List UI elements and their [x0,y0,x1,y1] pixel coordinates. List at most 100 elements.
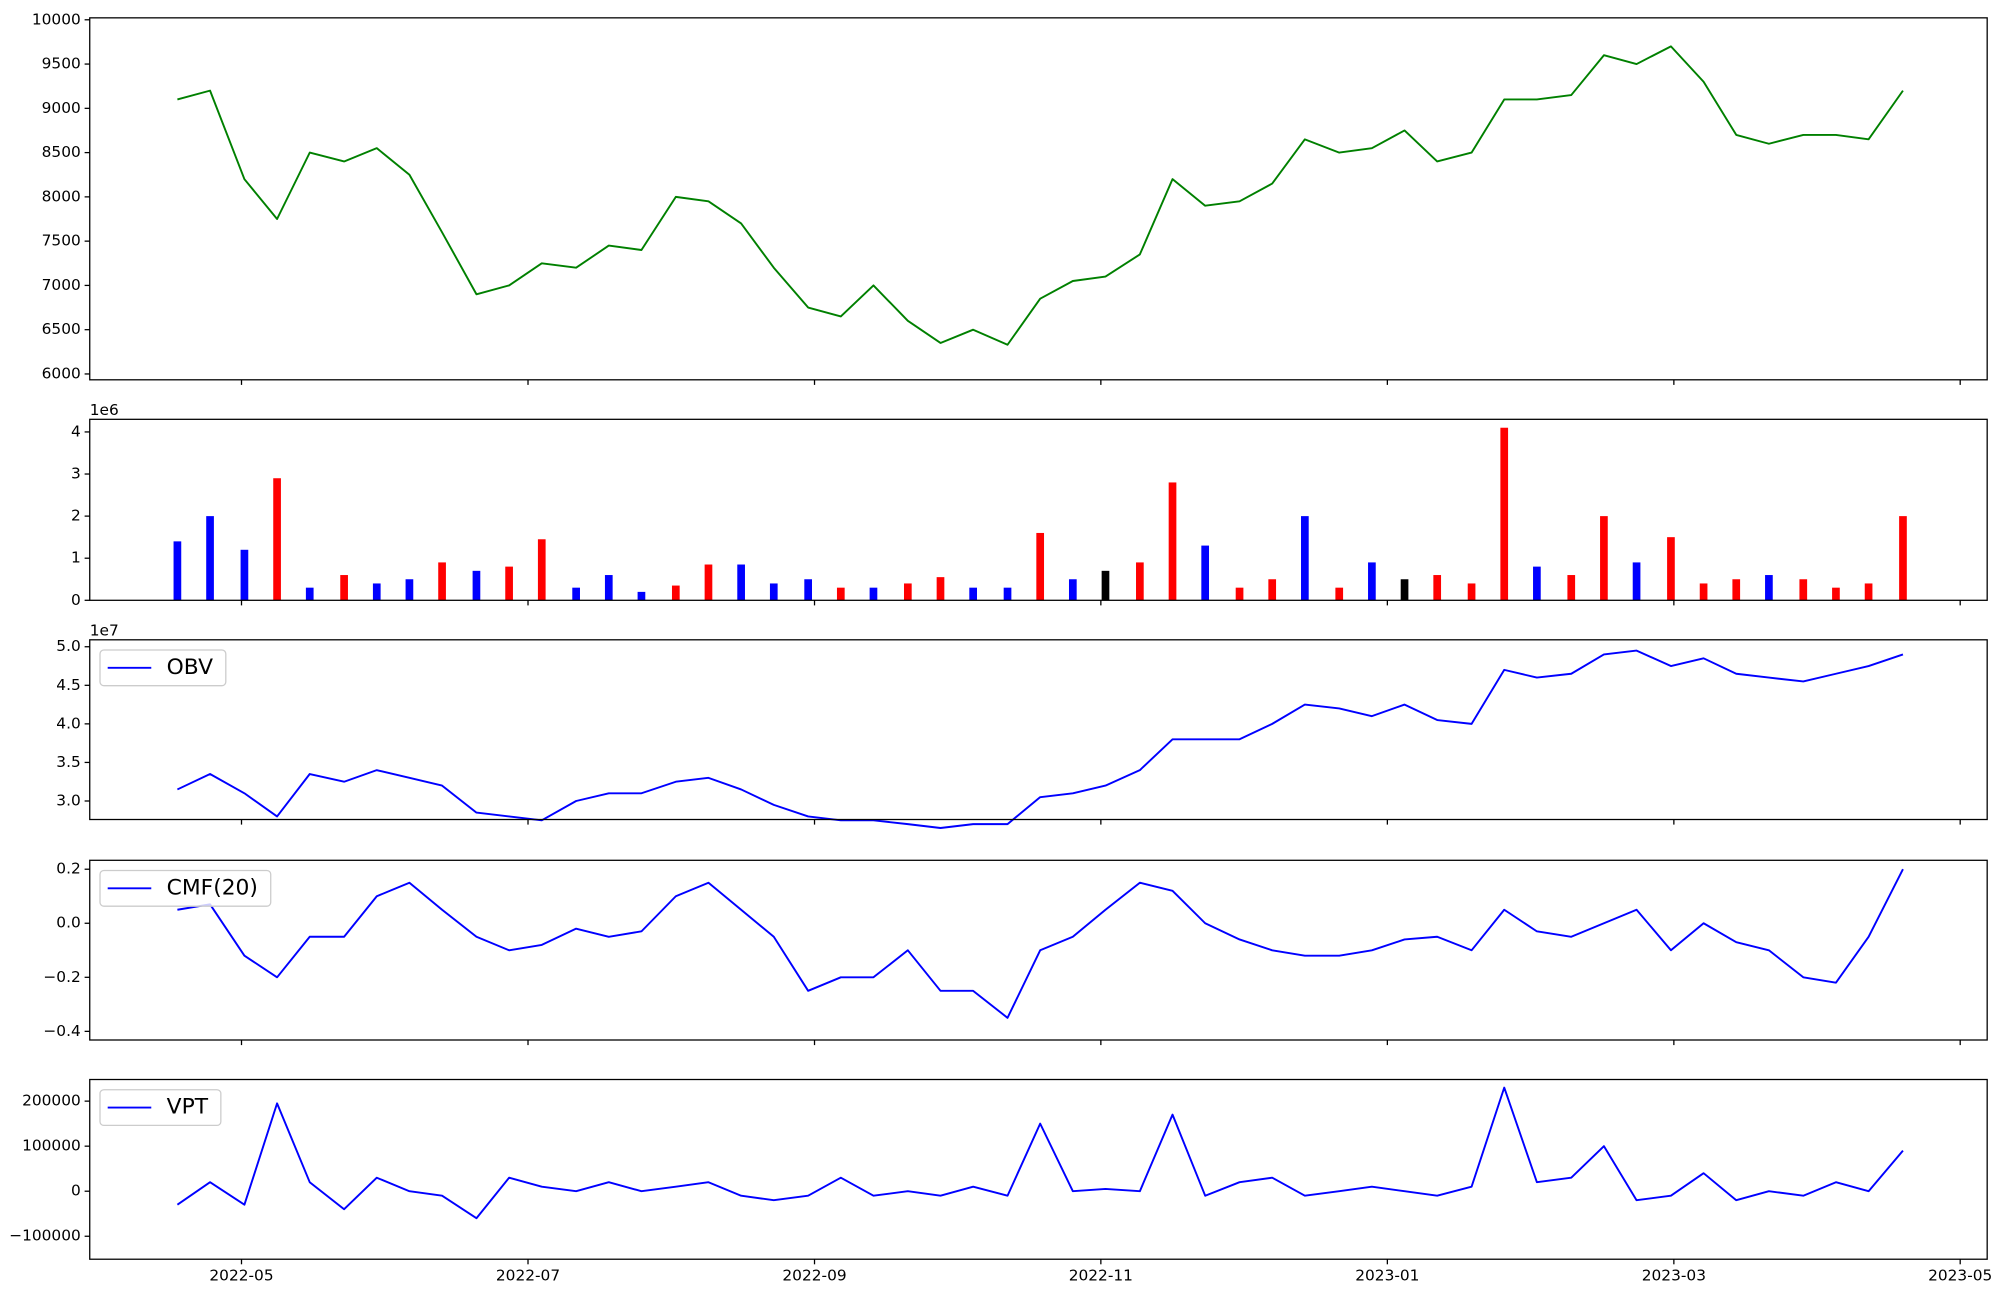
volume-bar [804,579,813,601]
volume-bar [1533,566,1541,601]
volume-bar [340,575,348,601]
y-tick-label: 3.5 [56,753,80,771]
volume-bar [1400,579,1409,601]
legend-label: VPT [167,1095,209,1120]
volume-bar [1036,532,1045,601]
volume-bar [1433,575,1442,601]
x-tick-label: 2022-07 [496,1266,560,1284]
line-series [176,649,1904,829]
legend-box [99,869,272,907]
volume-bar [671,585,680,601]
y-tick-label: 0.2 [56,860,80,878]
y-tick-label: −0.2 [43,968,80,986]
axes-frame [89,859,1988,1041]
volume-bar [438,562,446,601]
offset-label: 1e6 [90,401,119,419]
volume-bar [240,549,249,601]
volume-bar [604,575,613,601]
x-tick-label: 2023-01 [1355,1266,1419,1284]
y-tick-label: 3.0 [56,792,80,810]
y-tick-label: 3 [71,465,81,483]
volume-bar [1003,587,1012,601]
volume-bar [769,583,778,601]
y-tick-label: 9500 [42,55,81,73]
volume-bar [936,577,945,601]
y-tick-label: 4.5 [56,676,80,694]
volume-bar [704,564,713,601]
y-tick-label: 6500 [42,320,81,338]
volume-bar [1136,562,1144,601]
y-tick-label: 1 [71,549,81,567]
y-tick-label: 100000 [22,1137,81,1155]
offset-label: 1e7 [90,621,119,639]
volume-bar [1068,579,1077,601]
volume-bar [1268,579,1277,601]
volume-bar [1699,583,1708,601]
volume-bar [1799,579,1808,601]
volume-bar [1899,516,1907,601]
volume-bar [969,587,977,601]
volume-bar [1235,587,1244,601]
y-tick-label: 5.0 [56,637,80,655]
volume-bar [1101,570,1110,601]
volume-bar [1765,575,1773,601]
y-tick-label: 200000 [22,1092,81,1110]
x-tick-label: 2022-11 [1069,1266,1133,1284]
volume-bar [1301,516,1309,601]
volume-bar [737,564,745,601]
y-tick-label: 2 [71,507,81,525]
volume-bar [1168,482,1177,601]
legend-box [99,1089,222,1127]
volume-bar [273,478,281,601]
y-tick-label: −100000 [9,1227,81,1245]
volume-bar [637,591,646,601]
legend-label: CMF(20) [167,875,258,900]
volume-bar [206,516,214,601]
volume-bar [836,587,845,601]
y-tick-label: 4 [71,422,81,440]
volume-bar [472,570,481,601]
y-tick-label: 8500 [42,143,81,161]
volume-bar [1368,562,1376,601]
volume-bar [1832,587,1840,601]
x-tick-label: 2022-09 [782,1266,846,1284]
volume-bar [572,587,580,601]
y-tick-label: 0 [71,1182,81,1200]
line-series [176,1086,1904,1220]
volume-bar [1600,516,1608,601]
y-tick-label: 7000 [42,276,81,294]
volume-bar [1632,562,1641,601]
axes-frame [89,639,1988,821]
volume-bar [305,587,314,601]
volume-bar [869,587,878,601]
volume-bar [1201,545,1210,601]
y-tick-label: 0.0 [56,914,80,932]
y-tick-label: 0 [71,591,81,609]
y-tick-label: 8000 [42,187,81,205]
x-tick-label: 2022-05 [209,1266,273,1284]
y-tick-label: −0.4 [43,1022,80,1040]
volume-bar [1732,579,1741,601]
y-tick-label: 6000 [42,364,81,382]
volume-bar [1467,583,1476,601]
volume-bar [1864,583,1873,601]
axes-frame [89,17,1988,381]
y-tick-label: 9000 [42,99,81,117]
volume-bar [1335,587,1344,601]
volume-bar [537,539,546,601]
line-series [177,45,1904,346]
volume-bar [372,583,381,601]
volume-bar [405,579,414,601]
y-tick-label: 4.0 [56,714,80,732]
axes-frame [89,1078,1988,1260]
volume-bar [1567,575,1576,601]
legend-label: OBV [167,655,213,680]
volume-bar [173,541,182,601]
x-tick-label: 2023-05 [1928,1266,1992,1284]
axes-frame [89,418,1988,601]
y-tick-label: 7500 [42,232,81,250]
x-tick-label: 2023-03 [1642,1266,1706,1284]
legend-box [99,649,227,687]
volume-bar [505,566,513,601]
